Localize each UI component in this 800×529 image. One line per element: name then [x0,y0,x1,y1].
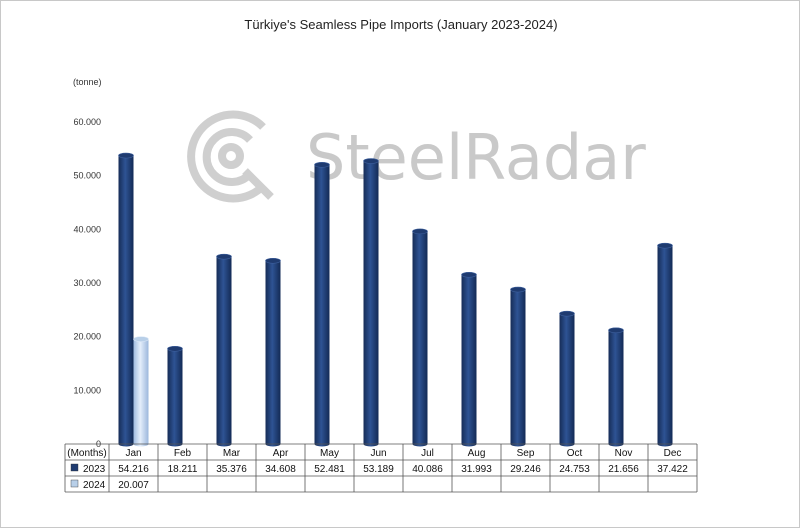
y-tick-label: 50.000 [73,171,101,181]
value-label-2023: 34.608 [265,464,296,475]
y-tick-label: 30.000 [73,278,101,288]
chart-title: Türkiye's Seamless Pipe Imports (January… [244,17,557,32]
bar-body [133,339,149,444]
bar-2023-feb [167,345,183,447]
x-tick-label: Nov [615,448,633,459]
bar-2023-sep [510,286,526,447]
bar-top [559,310,575,317]
value-label-2023: 21.656 [608,464,639,475]
steelradar-watermark: SteelRadar [187,110,646,203]
bar-body [363,161,379,444]
x-tick-label: Jul [421,448,434,459]
bar-2023-oct [559,310,575,447]
value-label-2023: 35.376 [216,464,247,475]
bar-top [118,152,134,159]
bar-2023-apr [265,257,281,447]
bar-body [559,313,575,444]
value-label-2023: 40.086 [412,464,443,475]
value-label-2023: 24.753 [559,464,590,475]
value-label-2023: 53.189 [363,464,394,475]
bar-body [167,348,183,444]
bar-top [265,257,281,264]
y-tick-label: 60.000 [73,117,101,127]
bar-top [133,336,149,342]
y-tick-label: 20.000 [73,332,101,342]
bar-2023-jun [363,158,379,447]
bar-top [461,272,477,278]
x-tick-label: Aug [468,448,486,459]
y-tick-label: 40.000 [73,224,101,234]
x-tick-label: Apr [273,448,289,459]
bar-2023-aug [461,272,477,447]
value-label-2023: 31.993 [461,464,492,475]
bar-top [510,286,526,293]
bar-top [363,158,379,164]
bar-2023-nov [608,327,624,447]
value-label-2023: 18.211 [168,464,198,475]
x-tick-label: Feb [174,448,192,459]
bar-body [510,289,526,444]
bar-top [657,242,673,249]
value-label-2023: 52.481 [314,464,345,475]
legend-label-2024: 2024 [83,480,106,491]
bar-body [118,155,134,444]
value-label-2024: 20.007 [118,480,149,491]
legend-swatch-2024 [70,479,79,488]
bar-2023-jul [412,228,428,447]
bar-top [314,162,330,168]
bar-body [412,231,428,444]
x-tick-label: Oct [567,448,583,459]
y-tick-label: 10.000 [73,385,101,395]
bar-2023-jan [118,152,134,447]
value-label-2023: 29.246 [510,464,541,475]
x-tick-label: Jun [370,448,386,459]
bar-top [412,228,428,235]
bar-top [167,345,183,352]
bar-top [608,327,624,334]
bar-body [314,164,330,444]
bar-body [608,330,624,444]
bar-2023-mar [216,253,232,447]
bar-2023-dec [657,242,673,447]
x-tick-label: Sep [517,448,535,459]
unit-label: (tonne) [73,77,102,87]
x-tick-label: Dec [664,448,682,459]
x-tick-label: Mar [223,448,241,459]
legend-swatch-2023 [70,463,79,472]
table-header-label: (Months) [67,448,106,459]
steelradar-logo-icon [187,110,274,203]
bar-top [216,253,232,260]
x-tick-label: Jan [125,448,141,459]
bar-2023-may [314,162,330,447]
value-label-2023: 37.422 [657,464,688,475]
bar-body [461,274,477,444]
bar-body [657,245,673,444]
legend-label-2023: 2023 [83,464,106,475]
bar-2024-jan [133,336,149,447]
bar-body [265,260,281,444]
bar-body [216,256,232,444]
x-tick-label: May [320,448,339,459]
value-label-2023: 54.216 [118,464,149,475]
watermark-text: SteelRadar [306,121,646,194]
